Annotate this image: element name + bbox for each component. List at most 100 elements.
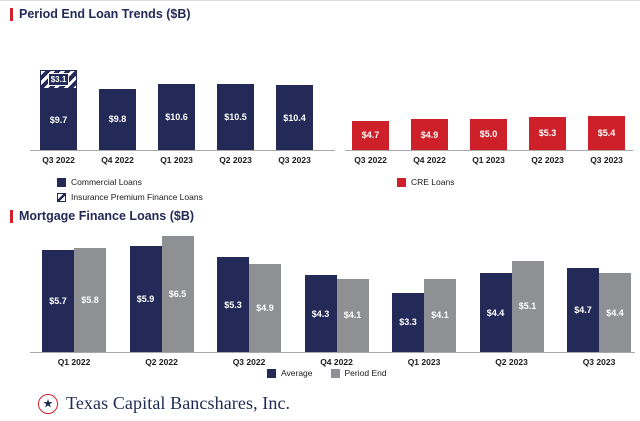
- commercial-axis-labels: Q3 2022 Q4 2022 Q1 2023 Q2 2023 Q3 2023: [30, 151, 335, 165]
- bar-value-label: $6.5: [168, 288, 187, 299]
- category-label: Q1 2023: [160, 155, 193, 165]
- commercial-bar-group: $10.5: [217, 84, 254, 150]
- star-icon: ★: [42, 396, 54, 410]
- bar-value-label: $4.7: [361, 130, 380, 141]
- category-label: Q2 2023: [219, 155, 252, 165]
- commercial-bar-commercial-loans: $10.5: [217, 84, 254, 150]
- mortgage-bar-average: $4.3: [304, 275, 337, 352]
- mortgage-bar-average: $4.7: [567, 267, 599, 352]
- mortgage-bar-group: $5.3 $4.9: [217, 257, 281, 352]
- mortgage-bar-group: $4.4 $5.1: [479, 260, 544, 352]
- mortgage-finance-loans-chart: $5.7 $5.8 $5.9 $6.5 $5.3 $4.9 $4.3 $4.1 $3.3 $4.1…: [30, 231, 635, 367]
- legend-label: Commercial Loans: [71, 177, 142, 187]
- average-swatch-icon: [267, 368, 276, 378]
- commercial-loans-swatch-icon: [57, 177, 66, 187]
- commercial-bar-commercial-loans: $9.8: [99, 88, 136, 150]
- commercial-bar-commercial-loans: $9.7: [40, 89, 77, 150]
- category-label: Q3 2022: [42, 155, 75, 165]
- category-label: Q3 2023: [590, 155, 623, 165]
- mortgage-bar-group: $3.3 $4.1: [392, 278, 456, 352]
- category-label: Q1 2023: [472, 155, 505, 165]
- commercial-bar-group: $9.8: [99, 88, 136, 150]
- mortgage-plot-area: $5.7 $5.8 $5.9 $6.5 $5.3 $4.9 $4.3 $4.1 $3.3 $4.1…: [30, 231, 635, 353]
- bar-value-label: $5.3: [538, 128, 557, 139]
- footer-brand-lockup: ★ Texas Capital Bancshares, Inc.: [38, 393, 290, 414]
- cre-bar-cre-loans: $5.4: [588, 116, 625, 150]
- cre-loans-chart: $4.7 $4.9 $5.0 $5.3 $5.4 Q3 2022 Q4 2022 Q1 20…: [345, 59, 633, 165]
- legend-item-period-end: Period End: [330, 368, 387, 378]
- commercial-chart-legend: Commercial Loans Insurance Premium Finan…: [57, 177, 203, 202]
- mortgage-bar-average: $5.3: [217, 257, 249, 352]
- category-label: Q4 2022: [320, 357, 353, 367]
- bar-value-label: $9.7: [49, 114, 68, 125]
- category-label: Q2 2022: [145, 357, 178, 367]
- cre-bar-group: $5.4: [588, 116, 625, 150]
- category-label: Q2 2023: [495, 357, 528, 367]
- legend-item-commercial-loans: Commercial Loans: [57, 177, 203, 187]
- category-label: Q2 2023: [531, 155, 564, 165]
- cre-bar-group: $4.9: [411, 119, 448, 150]
- cre-bar-cre-loans: $5.3: [529, 116, 566, 150]
- mortgage-bar-period-end: $4.9: [249, 264, 281, 352]
- bar-value-label: $5.7: [49, 296, 67, 306]
- bar-value-label: $10.6: [165, 111, 188, 122]
- commercial-bar-commercial-loans: $10.4: [276, 85, 313, 150]
- legend-label: Average: [281, 368, 313, 378]
- category-label: Q4 2022: [101, 155, 134, 165]
- category-label: Q3 2023: [278, 155, 311, 165]
- legend-item-insurance-premium-finance-loans: Insurance Premium Finance Loans: [57, 192, 203, 202]
- bar-value-label: $5.3: [224, 299, 242, 310]
- legend-label: Insurance Premium Finance Loans: [71, 192, 203, 202]
- cre-plot-area: $4.7 $4.9 $5.0 $5.3 $5.4: [345, 59, 633, 151]
- bar-value-label: $5.0: [479, 129, 498, 140]
- bar-value-label: $4.7: [574, 304, 592, 315]
- bottom-section-title-text: Mortgage Finance Loans ($B): [19, 209, 195, 223]
- mortgage-bar-group: $5.7 $5.8: [42, 248, 106, 352]
- cre-bar-cre-loans: $4.7: [352, 120, 389, 150]
- mortgage-bar-period-end: $5.8: [74, 248, 106, 352]
- cre-bar-group: $4.7: [352, 120, 389, 150]
- company-name: Texas Capital Bancshares, Inc.: [66, 393, 291, 413]
- bar-value-label: $9.8: [108, 114, 127, 125]
- bar-value-label: $4.4: [606, 307, 624, 318]
- title-accent-bar: [10, 209, 13, 223]
- commercial-bar-insurance-premium-finance-loans: $3.1: [40, 70, 77, 90]
- legend-label: Period End: [344, 368, 387, 378]
- mortgage-bar-group: $5.9 $6.5: [129, 235, 194, 352]
- bottom-section-title: Mortgage Finance Loans ($B): [10, 209, 194, 223]
- cre-bar-cre-loans: $4.9: [411, 119, 448, 150]
- period-end-swatch-icon: [330, 368, 340, 378]
- legend-label: CRE Loans: [411, 177, 455, 187]
- cre-bar-group: $5.0: [470, 118, 507, 150]
- mortgage-chart-legend: Average Period End: [267, 368, 387, 378]
- category-label: Q3 2022: [354, 155, 387, 165]
- mortgage-bar-period-end: $5.1: [511, 260, 544, 352]
- bar-value-label: $4.9: [256, 303, 274, 314]
- commercial-bar-group: $10.6: [158, 83, 195, 150]
- category-label: Q3 2022: [232, 357, 266, 367]
- mortgage-bar-average: $5.9: [129, 246, 162, 352]
- cre-bar-cre-loans: $5.0: [470, 118, 507, 150]
- cre-bar-group: $5.3: [529, 116, 566, 150]
- bar-value-label: $3.1: [47, 73, 70, 87]
- mortgage-bar-average: $3.3: [392, 292, 424, 352]
- mortgage-bar-period-end: $4.1: [424, 278, 456, 352]
- bar-value-label: $5.1: [518, 301, 537, 312]
- cre-loans-swatch-icon: [397, 177, 406, 187]
- top-section-title-text: Period End Loan Trends ($B): [19, 7, 191, 21]
- mortgage-bar-period-end: $4.4: [599, 273, 631, 352]
- commercial-loans-chart: $3.1 $9.7 $9.8 $10.6 $10.5 $10.4 Q3 2022 Q4 20…: [30, 59, 335, 165]
- category-label: Q1 2022: [57, 357, 91, 367]
- bar-value-label: $10.5: [224, 112, 247, 123]
- bar-value-label: $4.4: [486, 307, 505, 318]
- mortgage-bar-group: $4.7 $4.4: [567, 267, 631, 352]
- bar-value-label: $5.8: [81, 295, 99, 306]
- bar-value-label: $5.9: [136, 294, 155, 305]
- bar-value-label: $4.1: [431, 310, 449, 321]
- bar-value-label: $5.4: [597, 128, 616, 139]
- commercial-bar-group: $3.1 $9.7: [40, 70, 77, 150]
- legend-item-cre-loans: CRE Loans: [397, 177, 454, 187]
- mortgage-bar-average: $4.4: [479, 273, 512, 352]
- commercial-plot-area: $3.1 $9.7 $9.8 $10.6 $10.5 $10.4: [30, 59, 335, 151]
